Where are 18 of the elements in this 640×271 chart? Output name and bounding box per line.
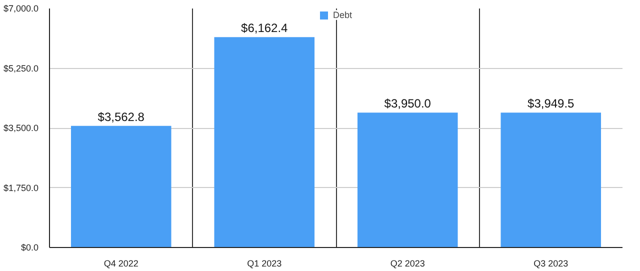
bar bbox=[214, 37, 315, 248]
data-label: $3,949.5 bbox=[528, 96, 575, 111]
y-tick-label: $1,750.0 bbox=[3, 182, 39, 193]
data-label: $6,162.4 bbox=[241, 21, 288, 36]
data-label: $3,562.8 bbox=[98, 110, 145, 124]
y-tick-label: $5,250.0 bbox=[3, 63, 39, 74]
bar bbox=[500, 112, 602, 248]
x-tick-label: Q4 2022 bbox=[104, 258, 138, 268]
bar bbox=[357, 112, 458, 248]
data-label: $3,950.0 bbox=[384, 96, 432, 111]
bar bbox=[70, 126, 172, 248]
x-tick-label: Q1 2023 bbox=[247, 258, 282, 268]
x-tick-label: Q2 2023 bbox=[390, 258, 425, 268]
legend-label: Debt bbox=[333, 10, 353, 20]
y-tick-label: $0.0 bbox=[20, 242, 39, 252]
y-tick-label: $7,000.0 bbox=[3, 4, 39, 14]
x-tick-label: Q3 2023 bbox=[534, 258, 568, 268]
y-tick-label: $3,500.0 bbox=[3, 123, 39, 133]
